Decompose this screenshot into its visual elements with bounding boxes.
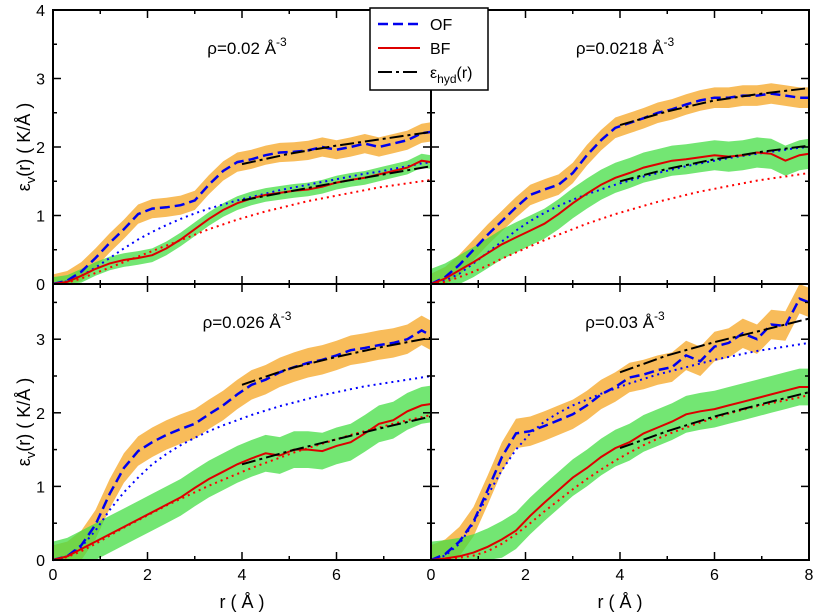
- legend-label-hyd: εhyd(r): [430, 65, 472, 86]
- legend-label-arg: (r): [457, 65, 473, 82]
- legend-label-of: OF: [430, 17, 452, 34]
- panel-title: ρ=0.026 Å-3: [203, 309, 292, 332]
- of-dotted-line: [52, 161, 432, 285]
- panel-title: ρ=0.03 Å-3: [585, 309, 665, 332]
- legend-label-subscript: hyd: [437, 72, 456, 86]
- y-tick-label: 4: [36, 3, 45, 20]
- of-line: [52, 328, 432, 562]
- x-axis-label-text: r ( Å ): [220, 592, 265, 612]
- panel-title-superscript: -3: [276, 35, 287, 49]
- y-axis-label-1: εv(r) ( K/Å ): [14, 103, 38, 192]
- panel-2: ρ=0.0218 Å-3: [430, 9, 810, 286]
- x-tick-label: 4: [616, 567, 625, 584]
- bf-dotted-line: [430, 394, 810, 561]
- panel-title-superscript: -3: [281, 309, 292, 323]
- x-tick-label: 6: [710, 567, 719, 584]
- x-tick-label: 2: [143, 567, 152, 584]
- bf-line: [430, 386, 809, 561]
- y-axis-label-subscript: v: [23, 451, 38, 458]
- y-axis-label-arg: (r): [14, 434, 34, 452]
- panel-title-main: ρ=0.026 Å: [203, 313, 282, 332]
- hyd-fit-bf: [241, 415, 432, 466]
- y-axis-label-arg: (r): [14, 159, 34, 177]
- y-axis-label-subscript: v: [23, 176, 38, 183]
- panel-3: 0 2 4 6 0 1 2 3 ρ=0.026 Å-3: [36, 283, 432, 584]
- y-tick-label: 1: [36, 479, 45, 496]
- of-line: [52, 130, 432, 286]
- hyd-fit-bf: [241, 165, 432, 202]
- y-tick-label: 3: [36, 72, 45, 89]
- bf-dotted-line: [52, 414, 432, 561]
- panel-title: ρ=0.0218 Å-3: [576, 35, 675, 58]
- panel-4: 0 2 4 6 8 ρ=0.03 Å-3: [427, 283, 814, 584]
- legend-label-bf: BF: [430, 41, 451, 58]
- hyd-fit-bf: [619, 391, 810, 450]
- y-tick-label: 3: [36, 332, 45, 349]
- y-axis-label-unit: ( K/Å ): [14, 103, 34, 159]
- panel-1: 0 1 2 3 4 ρ=0.02 Å-3: [36, 3, 432, 294]
- y-axis-label-symbol: ε: [14, 458, 34, 466]
- panel-title-main: ρ=0.02 Å: [207, 39, 276, 58]
- hyd-fit-bf: [619, 144, 810, 183]
- x-axis-label-text: r ( Å ): [598, 592, 643, 612]
- panel-title-superscript: -3: [654, 309, 665, 323]
- x-tick-label: 0: [49, 567, 58, 584]
- bf-error-band: [53, 153, 431, 284]
- panel-title: ρ=0.02 Å-3: [207, 35, 287, 58]
- hyd-fit-of: [619, 317, 810, 374]
- bf-error-band: [431, 137, 809, 284]
- bf-dotted-line: [52, 178, 432, 285]
- x-axis-label-2: r ( Å ): [598, 592, 643, 612]
- legend: OF BF εhyd(r): [369, 7, 489, 91]
- x-axis-label-1: r ( Å ): [220, 592, 265, 612]
- y-tick-label: 0: [36, 277, 45, 294]
- x-tick-label: 6: [332, 567, 341, 584]
- y-tick-label: 0: [36, 553, 45, 570]
- legend-label-symbol: ε: [430, 65, 437, 82]
- bf-line: [52, 403, 432, 561]
- x-tick-label: 2: [521, 567, 530, 584]
- y-axis-label-unit: ( K/Å ): [14, 378, 34, 434]
- hyd-fit-of: [241, 336, 432, 386]
- panel-title-superscript: -3: [663, 35, 674, 49]
- hyd-fit-of: [241, 130, 432, 166]
- y-axis-label-2: εv(r) ( K/Å ): [14, 378, 38, 467]
- y-tick-label: 2: [36, 140, 45, 157]
- bf-error-band: [431, 368, 809, 560]
- legend-box: [369, 7, 489, 91]
- y-axis-label-symbol: ε: [14, 183, 34, 191]
- hyd-fit-of: [619, 87, 810, 127]
- of-error-band: [431, 284, 809, 560]
- panel-title-main: ρ=0.0218 Å: [576, 39, 664, 58]
- bf-error-band: [53, 385, 431, 560]
- panel-title-main: ρ=0.03 Å: [585, 313, 654, 332]
- bf-dotted-line: [430, 172, 810, 285]
- x-tick-label: 0: [427, 567, 436, 584]
- x-tick-label: 8: [805, 567, 814, 584]
- y-tick-label: 2: [36, 406, 45, 423]
- of-line: [430, 297, 810, 562]
- x-tick-label: 4: [238, 567, 247, 584]
- y-tick-label: 1: [36, 209, 45, 226]
